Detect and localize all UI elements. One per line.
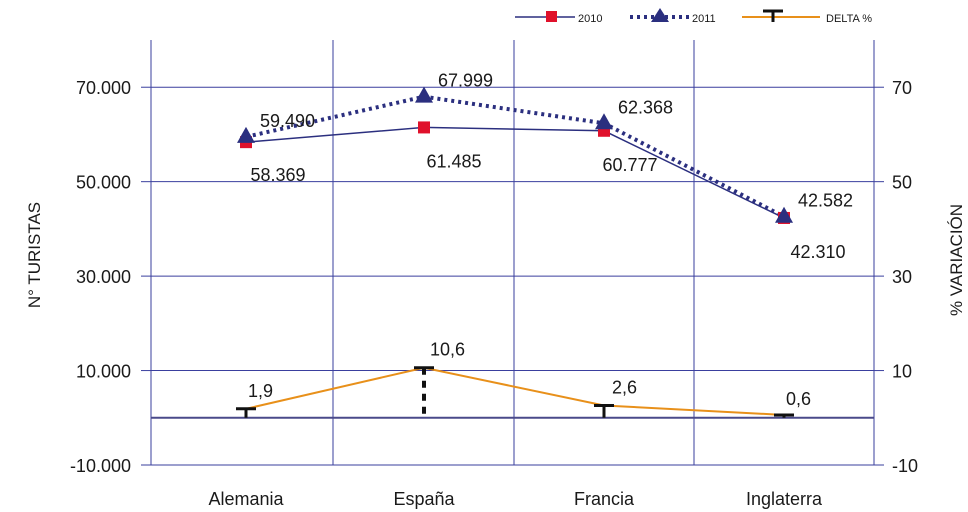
- data-label-2010-2: 60.777: [602, 155, 657, 175]
- legend: 2010 2011 DELTA %: [515, 8, 872, 25]
- x-tick-label-3: Inglaterra: [746, 489, 823, 509]
- x-tick-label-1: España: [393, 489, 455, 509]
- point-2011-1: [415, 86, 433, 103]
- y-axis-right-ticks: -10 10 30 50 70: [874, 78, 918, 476]
- y-axis-left-ticks: -10.000 10.000 30.000 50.000 70.000: [70, 78, 151, 476]
- point-2011-3: [775, 206, 793, 223]
- x-tick-label-2: Francia: [574, 489, 635, 509]
- legend-item-delta: DELTA %: [742, 9, 872, 25]
- point-2011-2: [595, 113, 613, 130]
- y-left-tick-label-1: 10.000: [76, 362, 131, 382]
- y-left-tick-label-3: 50.000: [76, 173, 131, 193]
- data-label-delta-2: 2,6: [612, 378, 637, 398]
- data-label-2010-0: 58.369: [250, 165, 305, 185]
- series-layer: [236, 86, 794, 418]
- data-label-2010-1: 61.485: [426, 151, 481, 171]
- legend-item-2011: 2011: [630, 8, 716, 25]
- y-left-tick-label-2: 30.000: [76, 267, 131, 287]
- legend-label-2011: 2011: [692, 13, 716, 25]
- point-2010-1: [418, 121, 430, 134]
- y-right-tick-label-3: 50: [892, 173, 912, 193]
- data-label-delta-0: 1,9: [248, 381, 273, 401]
- series-line-2010: [245, 126, 785, 219]
- grid: [150, 40, 875, 466]
- y-axis-left-title: N° TURISTAS: [25, 202, 44, 308]
- data-labels: 58.369 61.485 60.777 42.310 59.490 67.999 62.3…: [248, 71, 853, 409]
- legend-label-2010: 2010: [578, 13, 602, 25]
- data-label-delta-3: 0,6: [786, 389, 811, 409]
- y-right-tick-label-4: 70: [892, 78, 912, 98]
- series-line-2011: [245, 94, 785, 219]
- data-label-2011-1: 67.999: [438, 71, 493, 91]
- x-tick-label-0: Alemania: [208, 489, 284, 509]
- x-axis-ticks: Alemania España Francia Inglaterra: [208, 489, 823, 509]
- y-right-tick-label-1: 10: [892, 362, 912, 382]
- legend-item-2010: 2010: [515, 11, 602, 25]
- data-label-2011-3: 42.582: [798, 191, 853, 211]
- point-2010-2: [598, 124, 610, 137]
- y-left-tick-label-4: 70.000: [76, 78, 131, 98]
- data-label-delta-1: 10,6: [430, 340, 465, 360]
- y-right-tick-label-0: -10: [892, 456, 918, 476]
- data-label-2010-3: 42.310: [790, 242, 845, 262]
- point-2011-0: [237, 126, 255, 143]
- data-label-2011-2: 62.368: [618, 97, 673, 117]
- y-left-tick-label-0: -10.000: [70, 456, 131, 476]
- data-label-2011-0: 59.490: [260, 111, 315, 131]
- y-right-tick-label-2: 30: [892, 267, 912, 287]
- legend-label-delta: DELTA %: [826, 13, 872, 25]
- series-line-delta: [245, 366, 785, 416]
- y-axis-right-title: % VARIACIÓN: [947, 204, 966, 316]
